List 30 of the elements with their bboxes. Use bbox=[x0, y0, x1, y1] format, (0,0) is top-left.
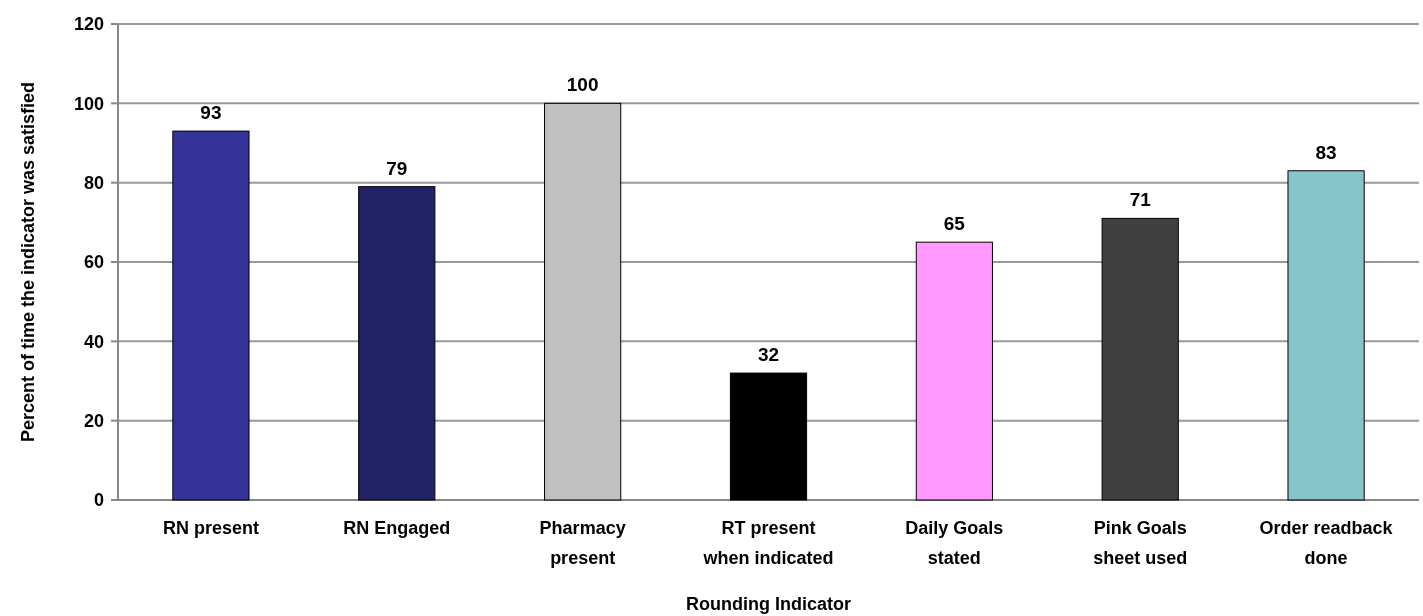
x-axis-title: Rounding Indicator bbox=[686, 594, 851, 614]
x-tick-label: RT present when indicated bbox=[702, 518, 834, 568]
y-tick-label: 120 bbox=[73, 14, 104, 35]
data-label: 100 bbox=[566, 74, 599, 96]
bar bbox=[358, 186, 436, 501]
y-tick-label: 100 bbox=[73, 93, 104, 114]
y-tick-label: 40 bbox=[83, 331, 104, 352]
data-label: 71 bbox=[1129, 189, 1152, 211]
bar bbox=[172, 130, 250, 501]
x-tick-label: RN present bbox=[162, 518, 259, 538]
bar bbox=[544, 102, 622, 501]
data-label: 79 bbox=[386, 157, 408, 179]
x-tick-label: Order readback done bbox=[1259, 518, 1394, 568]
x-tick-label: Pink Goals sheet used bbox=[1093, 518, 1188, 568]
x-tick-label: Daily Goals stated bbox=[905, 518, 1004, 568]
y-tick-label: 20 bbox=[83, 410, 104, 431]
bar bbox=[915, 241, 993, 501]
bar bbox=[1287, 170, 1365, 501]
x-tick-label: RN Engaged bbox=[343, 518, 451, 538]
data-label: 83 bbox=[1315, 141, 1337, 163]
bar bbox=[729, 372, 808, 501]
y-tick-label: 0 bbox=[93, 490, 104, 511]
data-label: 93 bbox=[200, 102, 222, 124]
y-axis-title: Percent of time the indicator was satisfied bbox=[18, 81, 38, 443]
x-tick-label: Pharmacy present bbox=[539, 518, 626, 568]
y-tick-label: 60 bbox=[83, 252, 104, 273]
data-label: 32 bbox=[757, 344, 780, 366]
data-label: 65 bbox=[943, 213, 966, 235]
y-tick-label: 80 bbox=[83, 172, 104, 193]
bar bbox=[1101, 217, 1179, 501]
